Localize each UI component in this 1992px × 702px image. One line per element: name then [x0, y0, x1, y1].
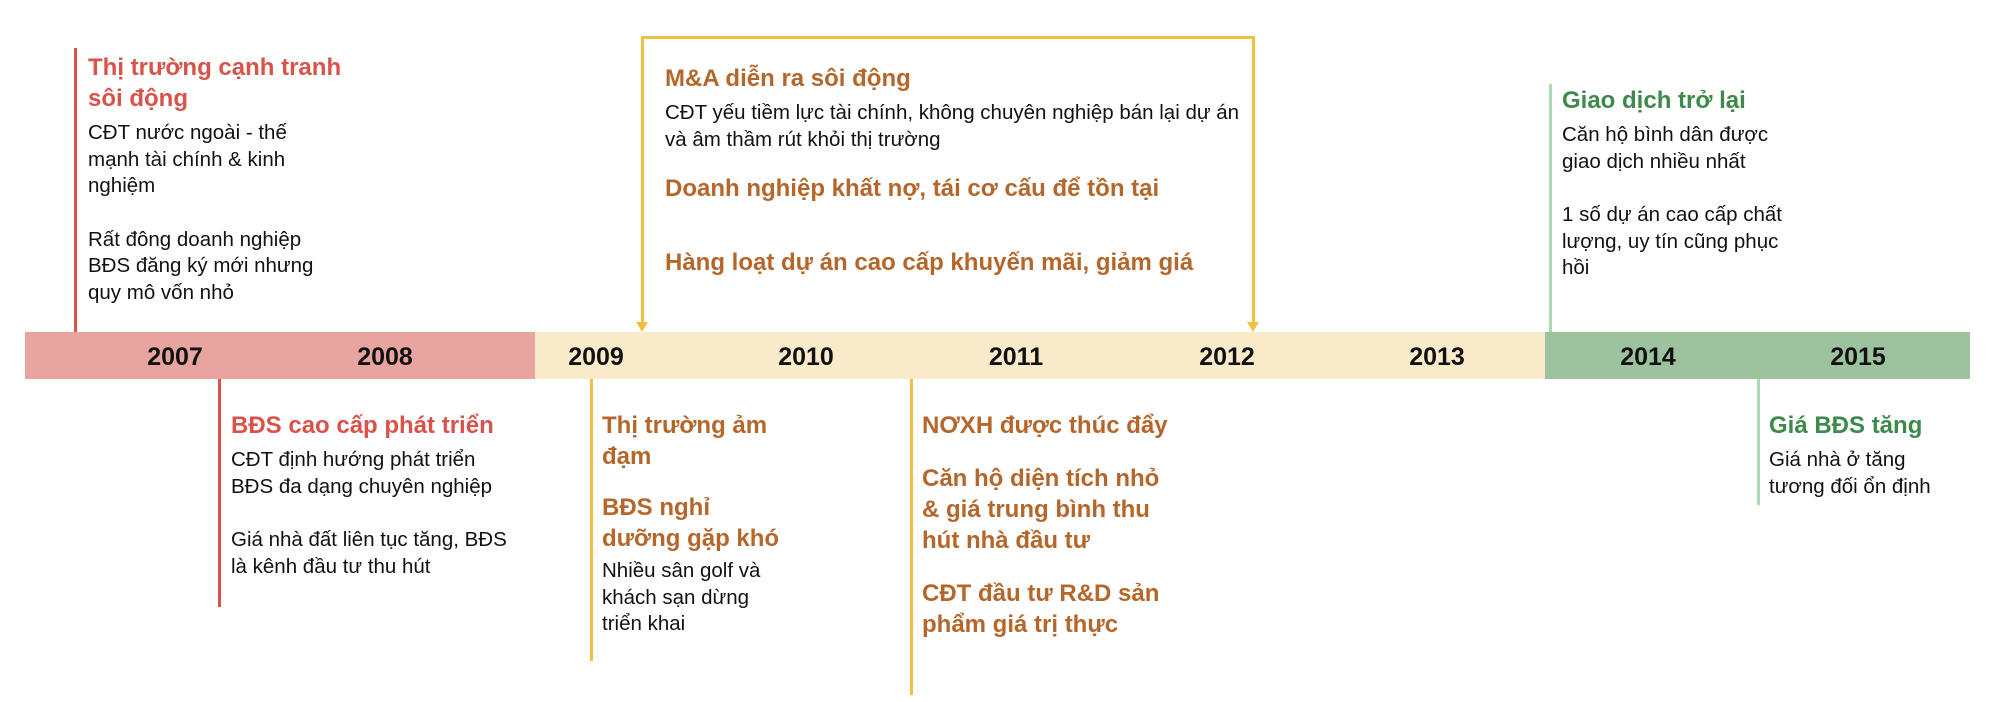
event-2009-2012: M&A diễn ra sôi động CĐT yếu tiềm lực tà… [665, 63, 1245, 278]
connector-line-2014 [1549, 84, 1552, 332]
event-text: Nhiều sân golf và khách sạn dừng triển k… [602, 559, 761, 635]
event-2008: BĐS cao cấp phát triển CĐT định hướng ph… [231, 410, 531, 580]
bracket-arrow-left [636, 322, 648, 332]
year-label: 2007 [147, 343, 203, 371]
event-2007: Thị trường cạnh tranh sôi động CĐT nước … [88, 52, 358, 306]
event-2011: NƠXH được thúc đẩy Căn hộ diện tích nhỏ … [922, 410, 1182, 640]
event-title: Giá BĐS tăng [1769, 412, 1923, 439]
year-label: 2008 [357, 343, 413, 371]
event-text: Giá nhà ở tăng tương đối ổn định [1769, 448, 1931, 498]
event-2009: Thị trường ảm đạm BĐS nghỉ dưỡng gặp khó… [602, 410, 792, 638]
connector-line-2011 [910, 379, 913, 695]
timeline-band-green [1545, 332, 1970, 379]
event-text: Căn hộ bình dân được giao dịch nhiều nhấ… [1562, 123, 1769, 173]
event-text: CĐT yếu tiềm lực tài chính, không chuyên… [665, 101, 1240, 151]
event-title: CĐT đầu tư R&D sản phẩm giá trị thực [922, 580, 1160, 638]
connector-line-2007 [74, 48, 77, 332]
bracket-left [641, 36, 644, 324]
year-label: 2014 [1620, 343, 1676, 371]
timeline-band-cream [535, 332, 1545, 379]
event-title: Thị trường ảm đạm [602, 412, 768, 470]
year-label: 2009 [568, 343, 624, 371]
event-text: Giá nhà đất liên tục tăng, BĐS là kênh đ… [231, 528, 507, 578]
event-title: Căn hộ diện tích nhỏ & giá trung bình th… [922, 465, 1160, 554]
event-2015: Giá BĐS tăng Giá nhà ở tăng tương đối ổn… [1769, 410, 1979, 500]
event-title: M&A diễn ra sôi động [665, 65, 911, 92]
event-text: CĐT định hướng phát triển BĐS đa dạng ch… [231, 448, 493, 498]
year-label: 2011 [988, 343, 1044, 371]
bracket-arrow-right [1247, 322, 1259, 332]
event-text: 1 số dự án cao cấp chất lượng, uy tín cũ… [1562, 203, 1783, 279]
connector-line-2015 [1757, 379, 1760, 505]
event-title: BĐS nghỉ dưỡng gặp khó [602, 494, 780, 552]
year-label: 2015 [1830, 343, 1886, 371]
connector-line-2009 [590, 379, 593, 661]
connector-line-2008 [218, 379, 221, 607]
event-title: Giao dịch trở lại [1562, 87, 1746, 114]
event-text: CĐT nước ngoài - thế mạnh tài chính & ki… [88, 121, 287, 197]
event-title: NƠXH được thúc đẩy [922, 412, 1168, 439]
event-title: Thị trường cạnh tranh sôi động [88, 54, 342, 112]
bracket-right [1252, 36, 1255, 324]
event-title: BĐS cao cấp phát triển [231, 412, 494, 439]
event-text: Rất đông doanh nghiệp BĐS đăng ký mới nh… [88, 227, 314, 304]
bracket-top [641, 36, 1255, 39]
event-title: Hàng loạt dự án cao cấp khuyến mãi, giảm… [665, 249, 1194, 276]
timeline-band-red [25, 332, 535, 379]
event-title: Doanh nghiệp khất nợ, tái cơ cấu để tồn … [665, 175, 1160, 202]
year-label: 2012 [1199, 343, 1255, 371]
year-label: 2010 [778, 343, 834, 371]
year-label: 2013 [1409, 343, 1465, 371]
event-2014: Giao dịch trở lại Căn hộ bình dân được g… [1562, 85, 1822, 282]
